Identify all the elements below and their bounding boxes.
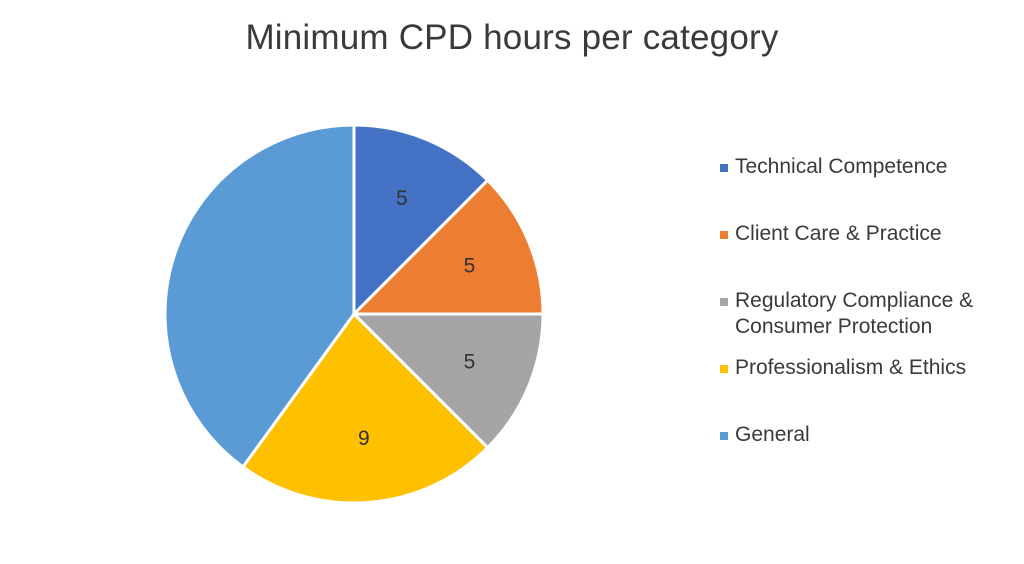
legend-swatch <box>720 164 728 172</box>
pie-data-labels: 5 5 5 9 <box>358 187 475 450</box>
legend-swatch <box>720 432 728 440</box>
legend-swatch <box>720 231 728 239</box>
pie-slice-regulatory-compliance-consumer-protection <box>352 312 545 450</box>
data-label-technical-competence: 5 <box>396 187 408 210</box>
data-label-client-care-practice: 5 <box>464 255 476 278</box>
legend-label: Regulatory Compliance & Consumer Protect… <box>735 289 974 338</box>
legend-label: Technical Competence <box>735 155 948 178</box>
pie-slice-client-care-practice <box>352 178 545 316</box>
pie-slice-professionalism-ethics <box>241 312 490 505</box>
pie-slice-general <box>163 123 356 469</box>
pie-slices <box>163 123 545 505</box>
legend-swatch <box>720 365 728 373</box>
legend-label: Professionalism & Ethics <box>735 356 967 379</box>
data-label-regulatory-compliance-consumer-protection: 5 <box>464 350 476 373</box>
chart-title: Minimum CPD hours per category <box>245 18 779 57</box>
legend-label: General <box>735 423 810 446</box>
data-label-professionalism-ethics: 9 <box>358 427 370 450</box>
pie-slice-technical-competence <box>352 123 490 316</box>
legend-label: Client Care & Practice <box>735 222 942 245</box>
legend-swatch <box>720 298 728 306</box>
